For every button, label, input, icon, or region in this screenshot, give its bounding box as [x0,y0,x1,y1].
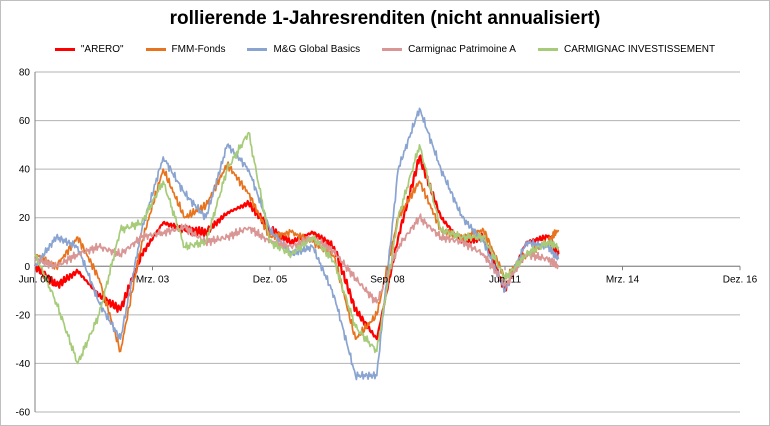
y-tick-label: 40 [19,165,31,176]
legend-swatch-carmignac-patrimoine [382,48,403,51]
chart-title: rollierende 1-Jahresrenditen (nicht annu… [169,8,601,29]
x-tick-label: Jun. 11 [489,274,521,285]
legend-item-arero: "ARERO" [54,44,124,55]
y-tick-label: 80 [19,68,31,79]
x-tick-label: Mrz. 03 [136,274,170,285]
y-tick-label: 0 [24,262,30,273]
legend-item-mg-global-basics: M&G Global Basics [247,44,360,55]
x-tick-label: Mrz. 14 [606,274,640,285]
legend-label-fmm-fonds: FMM-Fonds [171,44,226,55]
y-tick-label: -40 [16,359,31,370]
x-tick-label: Dez. 05 [253,274,288,285]
y-tick-label: -20 [16,310,31,321]
y-tick-label: 60 [19,116,31,127]
legend-label-carmignac-patrimoine: Carmignac Patrimoine A [408,44,516,55]
legend-item-carmignac-investissement: CARMIGNAC INVESTISSEMENT [537,44,716,55]
x-tick-label: Sep. 08 [370,274,405,285]
legend-label-mg-global-basics: M&G Global Basics [273,44,361,55]
legend-swatch-arero [54,48,75,51]
legend-swatch-carmignac-investissement [537,48,558,51]
y-tick-label: 20 [19,213,31,224]
legend-item-carmignac-patrimoine: Carmignac Patrimoine A [382,44,516,55]
x-tick-label: Dez. 16 [723,274,758,285]
x-tick-label: Jun. 00 [19,274,52,285]
legend-item-fmm-fonds: FMM-Fonds [145,44,226,55]
legend-label-arero: "ARERO" [80,44,124,55]
legend-swatch-mg-global-basics [247,48,268,51]
y-tick-label: -60 [16,408,31,419]
series-line-carmignac-investissement [34,131,560,365]
legend-label-carmignac-investissement: CARMIGNAC INVESTISSEMENT [563,44,716,55]
chart-legend: "ARERO" FMM-Fonds M&G Global Basics Carm… [0,44,770,55]
legend-swatch-fmm-fonds [145,48,166,51]
